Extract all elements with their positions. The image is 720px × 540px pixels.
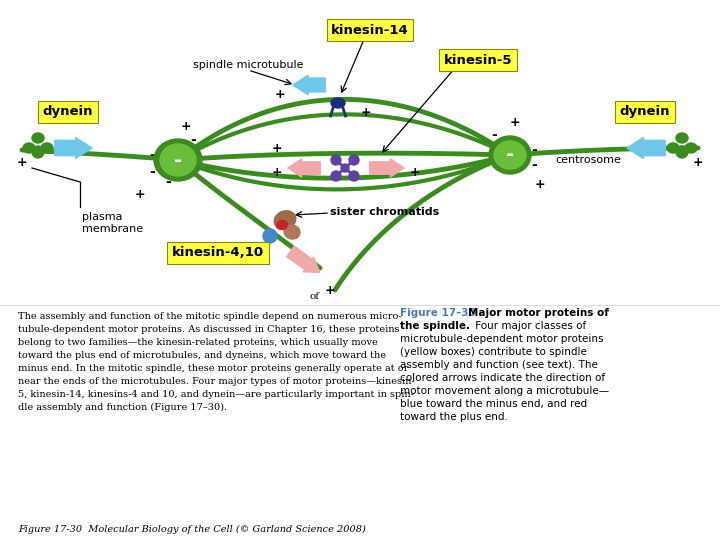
Text: kinesin-14: kinesin-14	[331, 24, 409, 37]
Text: colored arrows indicate the direction of: colored arrows indicate the direction of	[400, 373, 605, 383]
Text: 5, kinesin-14, kinesins-4 and 10, and dynein—are particularly important in spin-: 5, kinesin-14, kinesins-4 and 10, and dy…	[18, 390, 414, 399]
Text: toward the plus end of microtubules, and dyneins, which move toward the: toward the plus end of microtubules, and…	[18, 351, 386, 360]
Text: +: +	[361, 106, 372, 119]
FancyArrowPatch shape	[370, 159, 404, 177]
Text: the spindle.: the spindle.	[400, 321, 470, 331]
Text: motor movement along a microtubule—: motor movement along a microtubule—	[400, 386, 609, 396]
Text: -: -	[165, 175, 171, 189]
Text: Figure 17–30: Figure 17–30	[400, 308, 480, 318]
Text: kinesin-5: kinesin-5	[444, 53, 512, 66]
Ellipse shape	[32, 133, 44, 143]
Text: dynein: dynein	[620, 105, 670, 118]
Text: +: +	[693, 156, 703, 168]
Circle shape	[263, 229, 277, 243]
Circle shape	[349, 171, 359, 181]
Text: Figure 17-30  Molecular Biology of the Cell (© Garland Science 2008): Figure 17-30 Molecular Biology of the Ce…	[18, 525, 366, 534]
Text: -: -	[531, 143, 537, 157]
Text: Four major classes of: Four major classes of	[472, 321, 586, 331]
Text: -: -	[149, 148, 155, 162]
FancyArrowPatch shape	[288, 159, 320, 177]
Ellipse shape	[160, 144, 196, 176]
Text: spindle microtubule: spindle microtubule	[193, 60, 303, 70]
Ellipse shape	[23, 143, 35, 153]
Text: -: -	[491, 128, 497, 142]
FancyArrowPatch shape	[55, 138, 92, 158]
Circle shape	[331, 155, 341, 165]
Text: of: of	[310, 292, 320, 301]
Text: Major motor proteins of: Major motor proteins of	[468, 308, 609, 318]
Circle shape	[349, 155, 359, 165]
Text: +: +	[271, 141, 282, 154]
Text: dynein: dynein	[42, 105, 94, 118]
Ellipse shape	[276, 220, 287, 230]
Text: sister chromatids: sister chromatids	[330, 207, 439, 217]
FancyArrowPatch shape	[627, 138, 665, 158]
Circle shape	[676, 146, 688, 158]
Text: dle assembly and function (Figure 17–30).: dle assembly and function (Figure 17–30)…	[18, 403, 227, 412]
Ellipse shape	[154, 139, 202, 181]
Text: centrosome: centrosome	[555, 155, 621, 165]
Text: +: +	[271, 166, 282, 179]
Ellipse shape	[667, 143, 679, 153]
Text: +: +	[181, 120, 192, 133]
Text: near the ends of the microtubules. Four major types of motor proteins—kinesin-: near the ends of the microtubules. Four …	[18, 377, 415, 386]
Text: plasma
membrane: plasma membrane	[82, 212, 143, 234]
Text: +: +	[535, 179, 545, 192]
Text: -: -	[174, 151, 182, 170]
Circle shape	[331, 171, 341, 181]
Text: microtubule-dependent motor proteins: microtubule-dependent motor proteins	[400, 334, 603, 344]
Text: +: +	[325, 284, 336, 296]
Text: -: -	[190, 133, 196, 147]
FancyArrowPatch shape	[293, 75, 325, 94]
Text: -: -	[506, 145, 514, 165]
Text: -: -	[531, 158, 537, 172]
Ellipse shape	[284, 225, 300, 239]
Text: belong to two families—the kinesin-related proteins, which usually move: belong to two families—the kinesin-relat…	[18, 338, 378, 347]
Text: +: +	[275, 89, 285, 102]
Text: assembly and function (see text). The: assembly and function (see text). The	[400, 360, 598, 370]
Text: minus end. In the mitotic spindle, these motor proteins generally operate at or: minus end. In the mitotic spindle, these…	[18, 364, 408, 373]
Ellipse shape	[494, 141, 526, 169]
Text: (yellow boxes) contribute to spindle: (yellow boxes) contribute to spindle	[400, 347, 587, 357]
Text: kinesin-4,10: kinesin-4,10	[172, 246, 264, 260]
Ellipse shape	[489, 136, 531, 174]
Text: toward the plus end.: toward the plus end.	[400, 412, 508, 422]
Ellipse shape	[274, 211, 296, 229]
Circle shape	[341, 164, 349, 172]
Ellipse shape	[331, 98, 345, 108]
Ellipse shape	[685, 143, 697, 153]
Text: blue toward the minus end, and red: blue toward the minus end, and red	[400, 399, 587, 409]
Circle shape	[32, 146, 44, 158]
Text: +: +	[510, 116, 521, 129]
Text: +: +	[410, 166, 420, 179]
Ellipse shape	[41, 143, 53, 153]
Text: -: -	[149, 165, 155, 179]
Text: +: +	[17, 156, 27, 168]
Text: tubule-dependent motor proteins. As discussed in Chapter 16, these proteins: tubule-dependent motor proteins. As disc…	[18, 325, 400, 334]
Text: +: +	[135, 188, 145, 201]
Ellipse shape	[676, 133, 688, 143]
FancyArrowPatch shape	[287, 246, 320, 272]
Text: The assembly and function of the mitotic spindle depend on numerous micro-: The assembly and function of the mitotic…	[18, 312, 402, 321]
